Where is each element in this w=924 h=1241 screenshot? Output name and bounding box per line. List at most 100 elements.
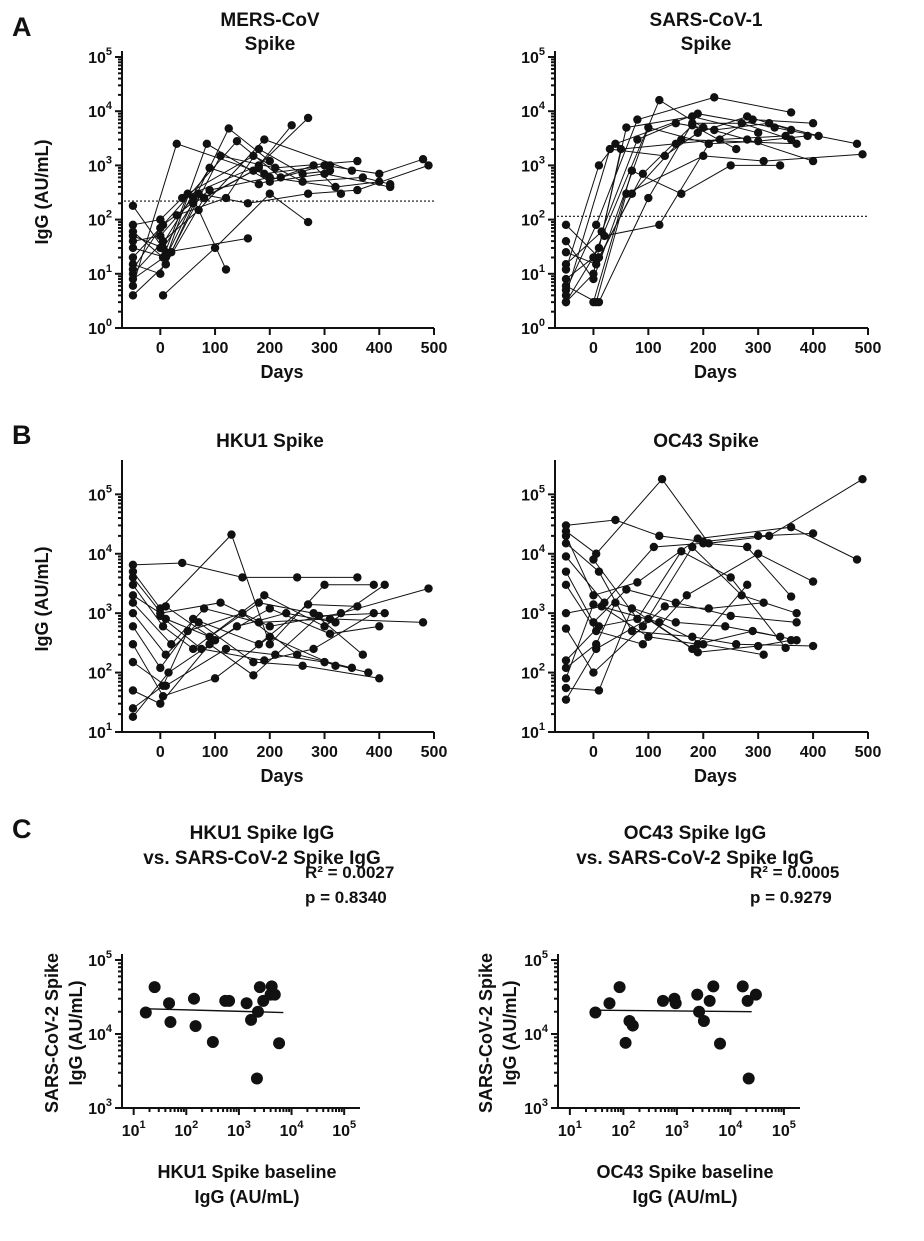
data-point	[158, 253, 168, 262]
data-point	[128, 567, 138, 576]
scatter-point	[742, 1072, 755, 1085]
regression-line	[593, 1009, 752, 1013]
data-point	[622, 123, 631, 132]
scatter-point	[603, 997, 616, 1010]
chart-title: HKU1 Spike IgG	[190, 823, 335, 844]
y-tick-label: 103	[524, 1097, 548, 1118]
data-point	[808, 577, 818, 586]
x-tick-label: 400	[366, 744, 393, 761]
x-tick-label: 400	[366, 340, 393, 357]
x-tick-label: 104	[280, 1119, 305, 1140]
x-tick-label: 100	[635, 744, 662, 761]
data-point	[753, 549, 763, 558]
data-point	[325, 629, 335, 638]
data-point	[561, 521, 571, 530]
data-point	[320, 657, 329, 667]
data-point	[594, 622, 604, 631]
scatter-point	[589, 1006, 602, 1019]
x-tick-label: 102	[611, 1119, 635, 1140]
data-point	[309, 644, 318, 654]
data-point	[128, 608, 138, 618]
data-point	[561, 291, 571, 300]
data-point	[380, 608, 389, 618]
x-tick-label: 103	[227, 1119, 251, 1140]
series-line	[132, 612, 380, 679]
series-line	[132, 533, 374, 646]
x-tick-label: 101	[558, 1119, 582, 1140]
data-point	[298, 169, 307, 178]
x-tick-label: 0	[589, 340, 598, 357]
series-line	[132, 612, 353, 669]
data-point	[671, 598, 681, 607]
p-value-annotation: p = 0.9279	[750, 888, 832, 907]
data-point	[742, 580, 752, 590]
data-point	[158, 291, 168, 300]
scatter-point	[223, 994, 236, 1007]
scatter-point	[691, 988, 704, 1001]
chart-title: Spike	[245, 34, 296, 55]
data-point	[331, 182, 340, 192]
data-point	[808, 156, 818, 166]
data-point	[699, 539, 708, 548]
data-point	[561, 531, 571, 541]
data-point	[353, 185, 362, 195]
data-point	[644, 632, 653, 642]
y-tick-label: 101	[88, 263, 112, 284]
data-point	[336, 189, 346, 198]
data-point	[611, 598, 620, 607]
data-point	[561, 695, 571, 704]
data-point	[158, 622, 168, 631]
y-tick-label: 105	[88, 483, 112, 504]
data-point	[616, 144, 626, 154]
data-point	[282, 608, 291, 618]
x-axis-label: IgG (AU/mL)	[195, 1187, 300, 1207]
data-point	[320, 580, 329, 590]
data-point	[164, 668, 173, 677]
data-point	[309, 161, 318, 170]
series-line	[132, 143, 391, 275]
x-tick-label: 200	[256, 340, 283, 357]
data-point	[633, 578, 642, 587]
scatter-point	[253, 981, 266, 994]
x-tick-label: 300	[311, 744, 338, 761]
data-point	[167, 640, 176, 649]
data-point	[249, 657, 258, 667]
y-axis-label: IgG (AU/mL)	[32, 140, 52, 245]
data-point	[589, 555, 598, 564]
x-tick-label: 103	[665, 1119, 689, 1140]
y-axis-label: SARS-CoV-2 Spike	[476, 953, 496, 1113]
x-tick-label: 300	[745, 744, 772, 761]
data-point	[561, 663, 571, 673]
x-tick-label: 200	[256, 744, 283, 761]
data-point	[710, 125, 719, 135]
series-line	[565, 553, 814, 645]
scatter-point	[619, 1036, 632, 1049]
data-point	[303, 217, 313, 227]
y-tick-label: 102	[88, 662, 112, 683]
data-point	[336, 608, 346, 618]
series-line	[565, 571, 797, 624]
data-point	[128, 704, 138, 713]
data-point	[633, 135, 642, 144]
data-point	[128, 236, 138, 246]
scatter-point	[164, 1016, 177, 1029]
data-point	[364, 668, 373, 677]
data-point	[194, 189, 203, 198]
data-point	[128, 686, 138, 695]
data-point	[597, 227, 606, 236]
data-point	[594, 161, 604, 170]
series-line	[565, 618, 792, 700]
data-point	[227, 530, 236, 539]
y-tick-label: 104	[88, 1023, 113, 1044]
data-point	[704, 604, 713, 613]
x-tick-label: 300	[745, 340, 772, 357]
data-point	[156, 611, 165, 621]
data-point	[161, 260, 170, 269]
data-point	[265, 632, 274, 642]
x-tick-label: 500	[855, 340, 882, 357]
data-point	[128, 274, 138, 284]
data-point	[594, 686, 604, 695]
chart-title: MERS-CoV	[220, 10, 320, 31]
data-point	[660, 602, 670, 611]
y-tick-label: 101	[88, 721, 112, 742]
